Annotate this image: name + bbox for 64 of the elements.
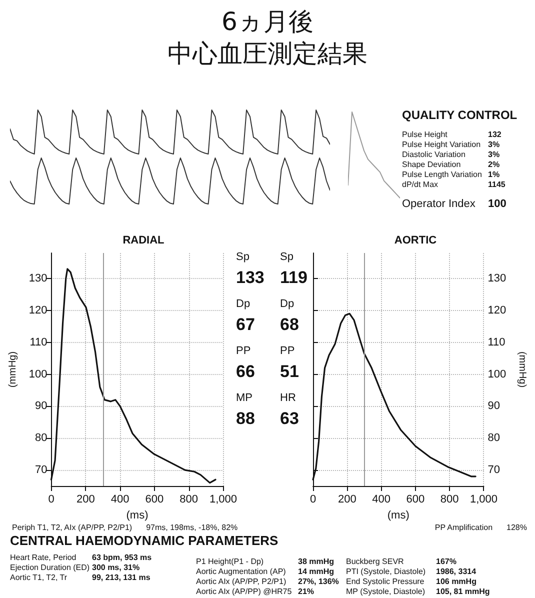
text: PP PP [236,345,295,357]
y-tick-label: 110 [488,336,506,348]
chart-title: AORTIC [394,234,437,246]
chart-title: 6ヵ月後 [220,6,314,38]
y-tick-label: 120 [488,304,506,316]
text: MP HR [236,392,296,404]
x-tick-label: 200 [338,494,356,506]
text: End Systolic Pressure 106 mmHg [346,577,476,586]
x-tick-label: 1,000 [209,494,237,506]
text: Periph T1, T2, AIx (AP/PP, P2/P1) 97ms, 198ms, -18%, 82% [12,523,238,532]
text: QUALITY CONTROL [402,108,518,122]
x-tick-label: 400 [110,494,130,506]
text: CENTRAL HAEMODYNAMIC PARAMETERS [10,533,278,548]
text: Dp Dp [236,298,294,310]
y-tick-label: 130 [28,272,48,285]
text: 88 63 [236,409,299,428]
text: 67 68 [236,315,299,334]
text: Ejection Duration (ED) 300 ms, 31% [10,563,140,573]
text: 133 119 [236,267,308,289]
text: P1 Height(P1 - Dp) 38 mmHg [196,557,334,566]
x-tick-label: 600 [145,494,164,506]
y-axis-title: (mmHg) [8,351,18,388]
x-tick-label: 0 [310,494,316,506]
x-tick-label: 200 [76,494,95,506]
annotation: Pulse Length Variation 1% [402,170,500,180]
text: 66 51 [236,362,299,381]
y-tick-label: 80 [488,432,500,444]
chart-title: RADIAL [122,234,165,246]
y-axis-title: (mmHg) [516,351,528,388]
x-tick-label: 600 [406,494,425,506]
text: Heart Rate, Period 63 bpm, 953 ms [10,553,152,562]
text: Aortic Augmentation (AP) 14 mmHg [196,567,334,576]
y-tick-label: 100 [488,368,506,380]
y-tick-label: 90 [35,400,48,412]
x-tick-label: 0 [48,494,54,506]
y-tick-label: 100 [28,368,48,380]
y-tick-label: 70 [35,464,48,476]
text: PP Amplification 128% [434,523,527,532]
y-tick-label: 70 [488,464,500,476]
x-tick-label: 800 [440,494,459,506]
x-tick-label: 800 [180,494,198,506]
text: Aortic AIx (AP/PP) @HR75 21% [196,587,314,597]
text: Shape Deviation 2% [402,160,500,169]
text: Diastolic Variation 3% [402,150,500,159]
x-axis-title: (ms) [126,509,148,522]
x-tick-label: 1,000 [470,494,498,506]
x-axis-title: (ms) [387,509,410,522]
text: MP (Systole, Diastole) 105, 81 mmHg [346,587,490,596]
y-tick-label: 110 [30,336,48,348]
x-tick-label: 400 [372,494,390,506]
annotation: Operator Index 100 [402,198,506,211]
annotation: Pulse Height Variation 3% [402,140,500,150]
chart-subtitle: 中心血圧測定結果 [166,38,368,70]
y-tick-label: 120 [28,304,48,316]
text: Buckberg SEVR 167% [346,557,456,566]
text: Pulse Height 132 [402,130,502,139]
text: Aortic AIx (AP/PP, P2/P1) 27%, 136% [196,577,339,586]
y-tick-label: 90 [488,400,500,412]
y-tick-label: 130 [488,272,506,285]
text: Sp Sp [236,251,294,263]
text: PTI (Systole, Diastole) 1986, 3314 [346,567,476,576]
text: dP/dt Max 1145 [402,180,506,189]
y-tick-label: 80 [35,432,48,444]
text: Aortic T1, T2, Tr 99, 213, 131 ms [10,573,150,582]
